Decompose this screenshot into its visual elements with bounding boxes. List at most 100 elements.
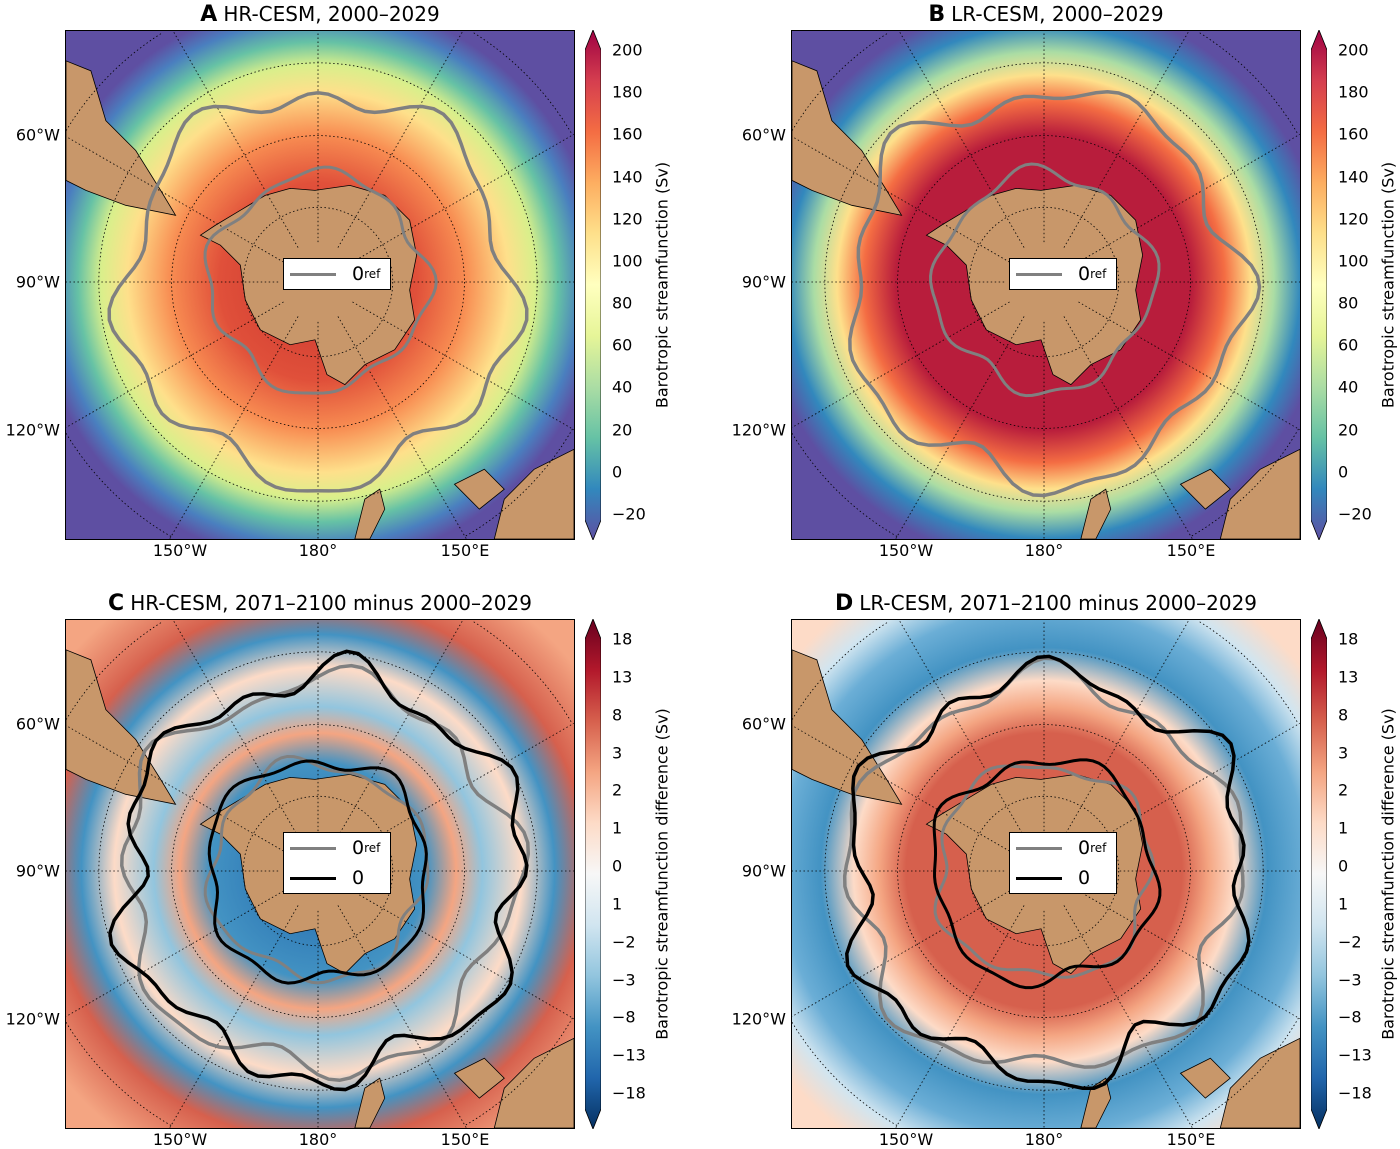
panel-c: C HR-CESM, 2071–2100 minus 2000–2029 18 13… xyxy=(0,589,700,1149)
meridian-line xyxy=(1063,620,1190,837)
legend-line-swatch xyxy=(1016,846,1062,850)
colorbar-tick-label: 18 xyxy=(1338,629,1359,649)
polar-map xyxy=(65,619,575,1129)
zero-contour xyxy=(108,649,529,1092)
colorbar-tick-label: −13 xyxy=(1338,1045,1372,1065)
colorbar-tick-label: 40 xyxy=(1338,377,1359,397)
legend-entry: 0 xyxy=(284,863,390,893)
colorbar-tick-label: 8 xyxy=(612,705,623,725)
legend-entry: 0 ref xyxy=(284,833,390,863)
colorbar-tick-label: 200 xyxy=(612,40,643,60)
legend-entry: 0 ref xyxy=(1010,833,1116,863)
longitude-label-left: 60°W xyxy=(15,125,60,145)
colorbar xyxy=(1311,619,1327,1129)
colorbar-tick-label: −18 xyxy=(1338,1083,1372,1103)
colorbar-tick-label: 140 xyxy=(1338,167,1369,187)
legend-subscript: ref xyxy=(364,841,381,855)
latitude-circle xyxy=(792,621,1299,1126)
south-america-landmass xyxy=(792,60,903,216)
meridian-line xyxy=(337,31,464,248)
colorbar-tick-label: −18 xyxy=(612,1083,646,1103)
meridian-line xyxy=(895,905,1025,1128)
legend-label: 0 xyxy=(1078,867,1091,889)
new-zealand-landmass xyxy=(1080,1057,1231,1128)
colorbar-tick-label: 160 xyxy=(1338,124,1369,144)
longitude-label-bottom: 150°W xyxy=(152,1130,208,1149)
meridian-line xyxy=(169,316,299,539)
legend-label: 0 xyxy=(1078,837,1091,859)
legend-subscript: ref xyxy=(1090,267,1107,281)
colorbar-tick-label: −20 xyxy=(612,504,646,524)
longitude-label-left: 90°W xyxy=(15,272,60,292)
longitude-label-bottom: 150°E xyxy=(1166,1130,1216,1149)
longitude-label-bottom: 150°W xyxy=(878,1130,934,1149)
longitude-label-left: 60°W xyxy=(741,125,786,145)
colorbar-tick-label: 18 xyxy=(612,629,633,649)
panel-letter: D xyxy=(834,591,854,616)
colorbar-tick-label: 13 xyxy=(1338,667,1359,687)
reference-coastal-contour xyxy=(203,754,430,985)
meridian-line xyxy=(352,133,574,263)
meridian-line xyxy=(895,316,1025,539)
australia-landmass xyxy=(493,1037,574,1128)
meridian-line xyxy=(1063,31,1190,248)
colorbar-tick-label: 180 xyxy=(1338,82,1369,102)
longitude-label-bottom: 150°W xyxy=(878,541,934,560)
latitude-circle xyxy=(968,206,1120,358)
latitude-circle xyxy=(66,621,573,1126)
new-zealand-landmass xyxy=(354,1057,505,1128)
longitude-label-left: 120°W xyxy=(5,420,60,440)
meridian-line xyxy=(1078,722,1300,852)
colorbar-tick-label: −3 xyxy=(612,970,636,989)
colorbar-tick-label: 0 xyxy=(1338,856,1349,876)
colorbar-tick-label: 1 xyxy=(1338,894,1349,914)
legend-label: 0 xyxy=(352,837,365,859)
meridian-line xyxy=(337,620,464,837)
colorbar-tick-label: 60 xyxy=(612,335,633,355)
colorbar xyxy=(585,619,601,1129)
colorbar-label: Barotropic streamfunction (Sv) xyxy=(1378,161,1398,409)
zero-coastal-contour xyxy=(207,759,428,985)
panel-title-text: HR-CESM, 2071–2100 minus 2000–2029 xyxy=(130,591,532,615)
colorbar-tick-label: −20 xyxy=(1338,504,1372,524)
colorbar-tick-label: −2 xyxy=(1338,932,1362,952)
legend-line-swatch xyxy=(290,272,336,276)
colorbar xyxy=(585,30,601,540)
latitude-circle xyxy=(792,32,1299,537)
colorbar-tick-label: 140 xyxy=(612,167,643,187)
meridian-line xyxy=(172,31,299,248)
latitude-circle xyxy=(242,206,394,358)
longitude-label-bottom: 180° xyxy=(298,541,338,560)
colorbar xyxy=(1311,30,1327,540)
colorbar-tick-label: 100 xyxy=(1338,251,1369,271)
meridian-line xyxy=(1078,890,1300,1020)
panel-letter: B xyxy=(928,2,946,27)
south-america-landmass xyxy=(792,649,903,805)
longitude-label-left: 90°W xyxy=(15,861,60,881)
reference-zero-contour xyxy=(107,90,529,493)
meridian-line xyxy=(352,890,574,1020)
reference-zero-contour xyxy=(848,90,1262,498)
colorbar-tick-label: 160 xyxy=(612,124,643,144)
latitude-circle xyxy=(242,795,394,947)
meridian-line xyxy=(337,905,467,1128)
legend-entry: 0 xyxy=(1010,863,1116,893)
colorbar-tick-label: 3 xyxy=(1338,743,1349,762)
legend-entry: 0 ref xyxy=(284,259,390,289)
legend-label: 0 xyxy=(352,263,365,285)
colorbar-tick-label: 20 xyxy=(1338,420,1359,440)
australia-landmass xyxy=(1219,1037,1300,1128)
legend-line-swatch xyxy=(1016,876,1062,880)
longitude-label-bottom: 180° xyxy=(298,1130,338,1149)
panel-title: A HR-CESM, 2000–2029 xyxy=(65,2,575,27)
colorbar-tick-label: 120 xyxy=(1338,209,1369,229)
australia-landmass xyxy=(1219,448,1300,539)
colorbar-tick-label: −13 xyxy=(612,1045,646,1065)
legend-entry: 0 ref xyxy=(1010,259,1116,289)
legend-line-swatch xyxy=(1016,272,1062,276)
panel-b: B LR-CESM, 2000–2029 200 180 160 140 120 100 80… xyxy=(726,0,1400,560)
colorbar-tick-label: 2 xyxy=(1338,780,1349,800)
panel-letter: C xyxy=(108,591,125,616)
colorbar-tick-label: 200 xyxy=(1338,40,1369,60)
